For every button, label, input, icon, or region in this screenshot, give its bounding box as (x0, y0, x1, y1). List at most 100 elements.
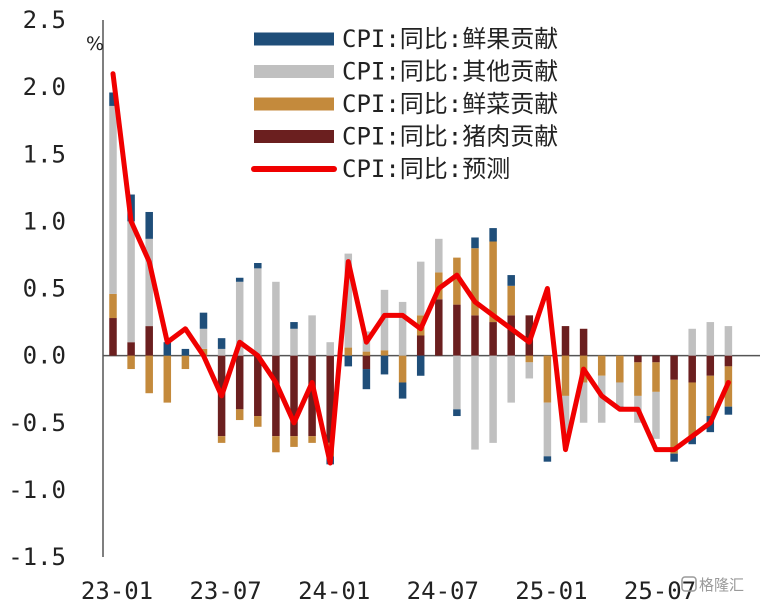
bar-segment (416, 355, 425, 376)
bar-segment (308, 355, 316, 437)
bar-segment (670, 355, 678, 380)
bar-segment (561, 326, 570, 356)
bar-segment (652, 362, 660, 392)
bar-segment (435, 238, 443, 273)
bar-segment (290, 328, 298, 356)
bar-segment (652, 391, 660, 439)
x-tick-label: 25-01 (515, 577, 587, 605)
bar-segment (398, 355, 407, 383)
legend-swatch (254, 97, 334, 111)
y-tick-label: -0.5 (8, 409, 66, 437)
bar-segment (579, 328, 588, 356)
bar-segment (453, 257, 461, 305)
bar-segment (634, 355, 642, 363)
legend-label: CPI:同比:预测 (342, 155, 510, 183)
bar-segment (163, 342, 172, 356)
bar-segment (272, 436, 280, 453)
bar-segment (326, 342, 334, 356)
x-tick-label: 23-07 (189, 577, 261, 605)
watermark-text: 格隆汇 (699, 576, 744, 594)
bar-segment (290, 355, 298, 437)
bar-segment (688, 436, 696, 445)
bar-segment (561, 395, 570, 439)
bar-segment (724, 355, 733, 367)
bar-segment (217, 436, 226, 443)
bar-segment (127, 355, 135, 370)
bar-segment (453, 409, 461, 417)
bar-segment (489, 322, 497, 356)
bar-segment (254, 416, 262, 427)
bar-segment (416, 335, 425, 356)
bar-segment (272, 281, 280, 356)
bar-segment (398, 382, 407, 399)
bar-segment (235, 409, 244, 421)
x-tick-label: 24-07 (407, 577, 479, 605)
y-tick-label: 2.0 (23, 73, 66, 101)
bar-segment (199, 312, 208, 329)
x-tick-label: 23-01 (81, 577, 153, 605)
y-tick-label: 1.0 (23, 207, 66, 235)
bar-segment (561, 355, 570, 396)
bar-segment (109, 318, 117, 356)
bar-segment (416, 261, 425, 316)
legend-swatch (254, 32, 334, 46)
legend-swatch (254, 65, 334, 78)
bar-segment (127, 221, 135, 343)
y-tick-label: 0.5 (23, 275, 66, 303)
bar-segment (453, 304, 461, 356)
bar-segment (471, 248, 479, 316)
bar-segment (597, 375, 606, 423)
watermark: 格隆汇 (681, 576, 744, 594)
bar-segment (217, 338, 226, 349)
bar-segment (525, 355, 534, 363)
y-axis-unit: % (86, 33, 104, 55)
bar-segment (634, 362, 642, 396)
bar-segment (181, 355, 190, 370)
bar-segment (181, 348, 190, 356)
bar-segment (344, 355, 353, 367)
bar-segment (109, 105, 117, 294)
y-tick-label: 0.0 (23, 342, 66, 370)
bar-segment (525, 362, 534, 379)
bar-segment (507, 355, 515, 403)
bar-segment (272, 355, 280, 437)
bar-segment (127, 342, 135, 356)
axis-layer: 2.5 2.0 1.5 1.0 0.5 0.0 -0.5 -1.0 -1.5 23-01 23-07… (8, 6, 760, 605)
bar-segment (362, 351, 371, 356)
bar-segment (597, 355, 606, 376)
bar-segment (380, 289, 389, 351)
bar-segment (688, 328, 696, 356)
bar-segment (670, 379, 678, 454)
legend-swatch (254, 130, 334, 143)
bar-segment (471, 315, 479, 356)
bar-segment (398, 301, 407, 356)
bar-segment (706, 355, 715, 376)
bar-segment (688, 382, 696, 437)
bar-segment (543, 355, 552, 403)
bar-segment (471, 237, 479, 249)
bar-segment (109, 92, 117, 106)
bar-segment (308, 315, 316, 356)
bar-segment (380, 350, 389, 356)
bar-segment (344, 347, 353, 356)
bar-segment (543, 456, 552, 462)
bar-segment (507, 285, 515, 316)
x-tick-label: 24-01 (298, 577, 370, 605)
line-layer (110, 71, 731, 466)
bar-segment (435, 299, 443, 356)
bar-segment (616, 355, 624, 383)
bar-segment (724, 406, 733, 415)
bar-segment (489, 228, 497, 242)
forecast-line (110, 71, 731, 466)
bar-segment (254, 355, 262, 417)
bar-segment (145, 355, 153, 394)
bar-segment (380, 355, 389, 375)
y-tick-label: -1.0 (8, 476, 66, 504)
bar-segment (616, 382, 624, 407)
bar-segment (507, 275, 515, 286)
legend-label: CPI:同比:鲜果贡献 (342, 25, 558, 53)
bar-segment (706, 322, 715, 356)
bar-segment (163, 355, 172, 403)
y-tick-label: 1.5 (23, 140, 66, 168)
bar-segment (235, 277, 244, 282)
